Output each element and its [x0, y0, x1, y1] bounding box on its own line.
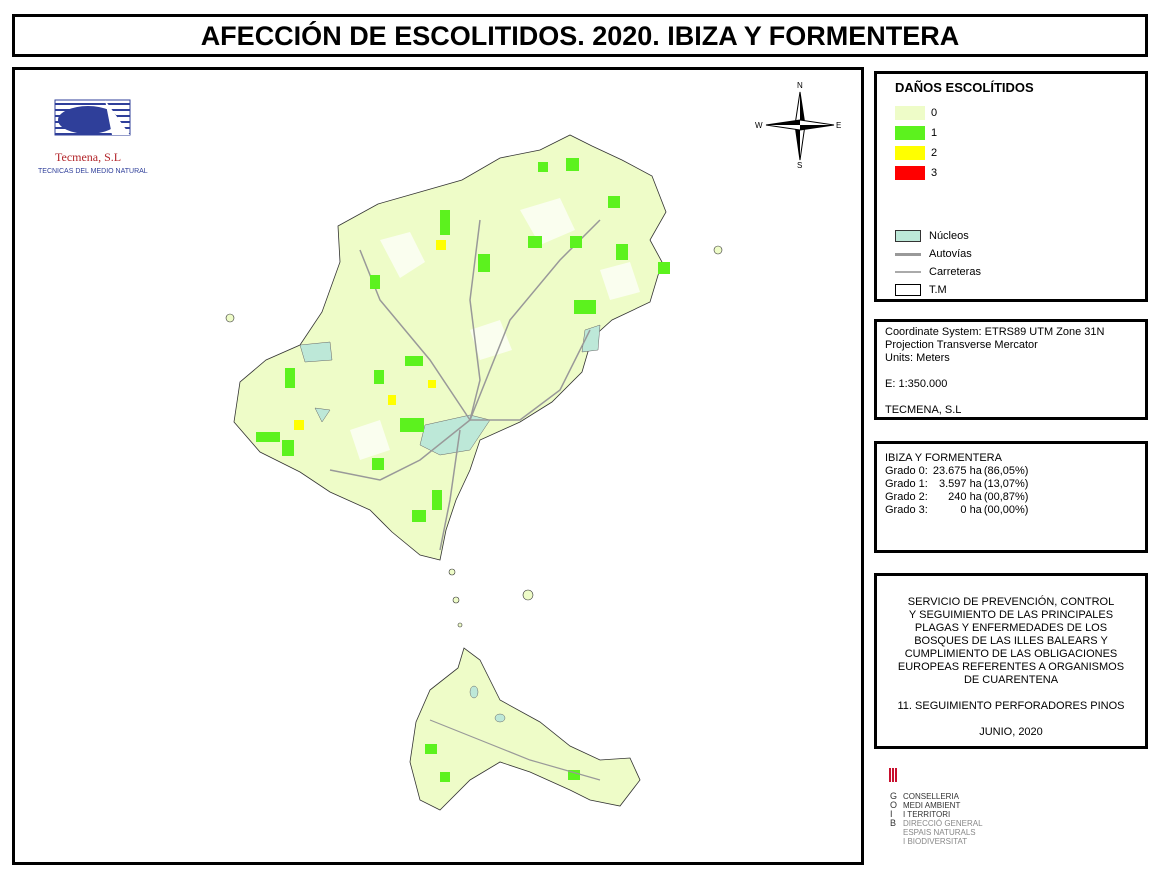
- legend-class: 2: [895, 143, 1145, 163]
- compass-east: E: [836, 121, 841, 130]
- stats-cell: 3.597 ha: [938, 478, 982, 490]
- legend-layer: Carreteras: [895, 263, 1145, 281]
- statistics: IBIZA Y FORMENTERA Grado 0: 23.675 ha (86,…: [874, 441, 1148, 553]
- govern-letter: I: [890, 809, 893, 819]
- govern-line: DIRECCIÓ GENERAL: [903, 819, 983, 828]
- govern-line: CONSELLERIA: [903, 792, 960, 801]
- company-subtitle: TECNICAS DEL MEDIO NATURAL: [38, 168, 148, 175]
- stats-cell: 0 ha: [960, 504, 982, 516]
- compass-west: W: [755, 121, 763, 130]
- stats-row: Grado 0: 23.675 ha (86,05%): [885, 465, 1030, 478]
- legend-layer: Núcleos: [895, 227, 1145, 245]
- projection-line: Projection Transverse Mercator: [885, 339, 1038, 351]
- stats-cell: Grado 0:: [885, 465, 928, 477]
- stats-row: Grado 1: 3.597 ha (13,07%): [885, 478, 1030, 491]
- map-title: AFECCIÓN DE ESCOLITIDOS. 2020. IBIZA Y F…: [12, 14, 1148, 57]
- damage-grade-1-areas: [256, 158, 670, 522]
- govern-letter: O: [890, 800, 898, 810]
- urban-nuclei: [299, 324, 601, 456]
- map: Tecmena, S.L TECNICAS DEL MEDIO NATURAL …: [38, 81, 841, 811]
- description-line: SERVICIO DE PREVENCIÓN, CONTROL: [907, 596, 1115, 608]
- legend-class: 0: [895, 103, 1145, 123]
- stats-cell: 240 ha: [948, 491, 982, 503]
- govern-line: I BIODIVERSITAT: [903, 837, 968, 846]
- islets: [225, 245, 723, 628]
- legend-label: 0: [931, 107, 938, 119]
- legend-label: Núcleos: [929, 230, 969, 242]
- legend-label: 2: [931, 147, 938, 159]
- compass-north: N: [797, 81, 803, 90]
- compass-south: S: [797, 161, 802, 170]
- legend-swatch: [895, 146, 925, 160]
- project-info: SERVICIO DE PREVENCIÓN, CONTROL Y SEGUIMI…: [874, 573, 1148, 749]
- legend-label: 3: [931, 167, 938, 179]
- description-line: DE CUARENTENA: [963, 674, 1059, 686]
- stats-title: IBIZA Y FORMENTERA: [885, 452, 1002, 464]
- company-name: Tecmena, S.L: [55, 150, 121, 164]
- legend-label: Carreteras: [929, 266, 981, 278]
- project-task: 11. SEGUIMIENTO PERFORADORES PINOS: [897, 700, 1125, 712]
- description-line: BOSQUES DE LAS ILLES BALEARS Y: [914, 635, 1108, 647]
- stats-cell: Grado 3:: [885, 504, 928, 516]
- projection-line: Units: Meters: [885, 352, 950, 364]
- legend-class: 3: [895, 163, 1145, 183]
- legend-title: DAÑOS ESCOLÍTIDOS: [895, 80, 1034, 95]
- legend-classes: 0 1 2 3: [895, 103, 1145, 183]
- legend-label: T.M: [929, 284, 947, 296]
- damage-grade-2-areas: [294, 240, 446, 430]
- legend-label: Autovías: [929, 248, 972, 260]
- legend-swatch: [895, 106, 925, 120]
- govern-line: MEDI AMBIENT: [903, 801, 961, 810]
- project-date: JUNIO, 2020: [979, 726, 1043, 738]
- legend-label: 1: [931, 127, 938, 139]
- stats-cell: (86,05%): [983, 465, 1029, 477]
- stats-cell: Grado 2:: [885, 491, 928, 503]
- legend-swatch: [895, 166, 925, 180]
- description-line: Y SEGUIMIENTO DE LAS PRINCIPALES: [908, 609, 1114, 621]
- stats-row: Grado 3: 0 ha (00,00%): [885, 504, 1030, 517]
- govern-letter: B: [890, 818, 897, 828]
- govern-line: ESPAIS NATURALS: [903, 828, 976, 837]
- stats-cell: (00,00%): [983, 504, 1029, 516]
- author: TECMENA, S.L: [885, 404, 962, 416]
- project-description: SERVICIO DE PREVENCIÓN, CONTROL Y SEGUIMI…: [883, 596, 1139, 687]
- stats-cell: 23.675 ha: [932, 465, 982, 477]
- projection-line: Coordinate System: ETRS89 UTM Zone 31N: [885, 326, 1105, 338]
- formentera-island: [409, 647, 641, 811]
- projection-info: Coordinate System: ETRS89 UTM Zone 31N P…: [874, 319, 1148, 420]
- description-line: PLAGAS Y ENFERMEDADES DE LOS: [914, 622, 1108, 634]
- stats-cell: Grado 1:: [885, 478, 928, 490]
- govern-letter: G: [890, 791, 898, 801]
- compass: N S E W: [755, 81, 841, 170]
- legend-swatch: [895, 126, 925, 140]
- govern-line: I TERRITORI: [903, 810, 951, 819]
- stats-table: Grado 0: 23.675 ha (86,05%) Grado 1: 3.597 h…: [885, 465, 1030, 517]
- stats-row: Grado 2: 240 ha (00,87%): [885, 491, 1030, 504]
- stats-cell: (13,07%): [983, 478, 1029, 490]
- legend-layer: T.M: [895, 281, 1145, 299]
- ibiza-white-patches: [350, 198, 640, 460]
- stats-cell: (00,87%): [983, 491, 1029, 503]
- map-frame: Tecmena, S.L TECNICAS DEL MEDIO NATURAL …: [12, 67, 864, 865]
- legend-layer: Autovías: [895, 245, 1145, 263]
- description-line: CUMPLIMIENTO DE LAS OBLIGACIONES: [904, 648, 1118, 660]
- legend-class: 1: [895, 123, 1145, 143]
- description-line: EUROPEAS REFERENTES A ORGANISMOS: [897, 661, 1125, 673]
- scale: E: 1:350.000: [885, 378, 948, 390]
- company-logo: Tecmena, S.L TECNICAS DEL MEDIO NATURAL: [38, 99, 148, 175]
